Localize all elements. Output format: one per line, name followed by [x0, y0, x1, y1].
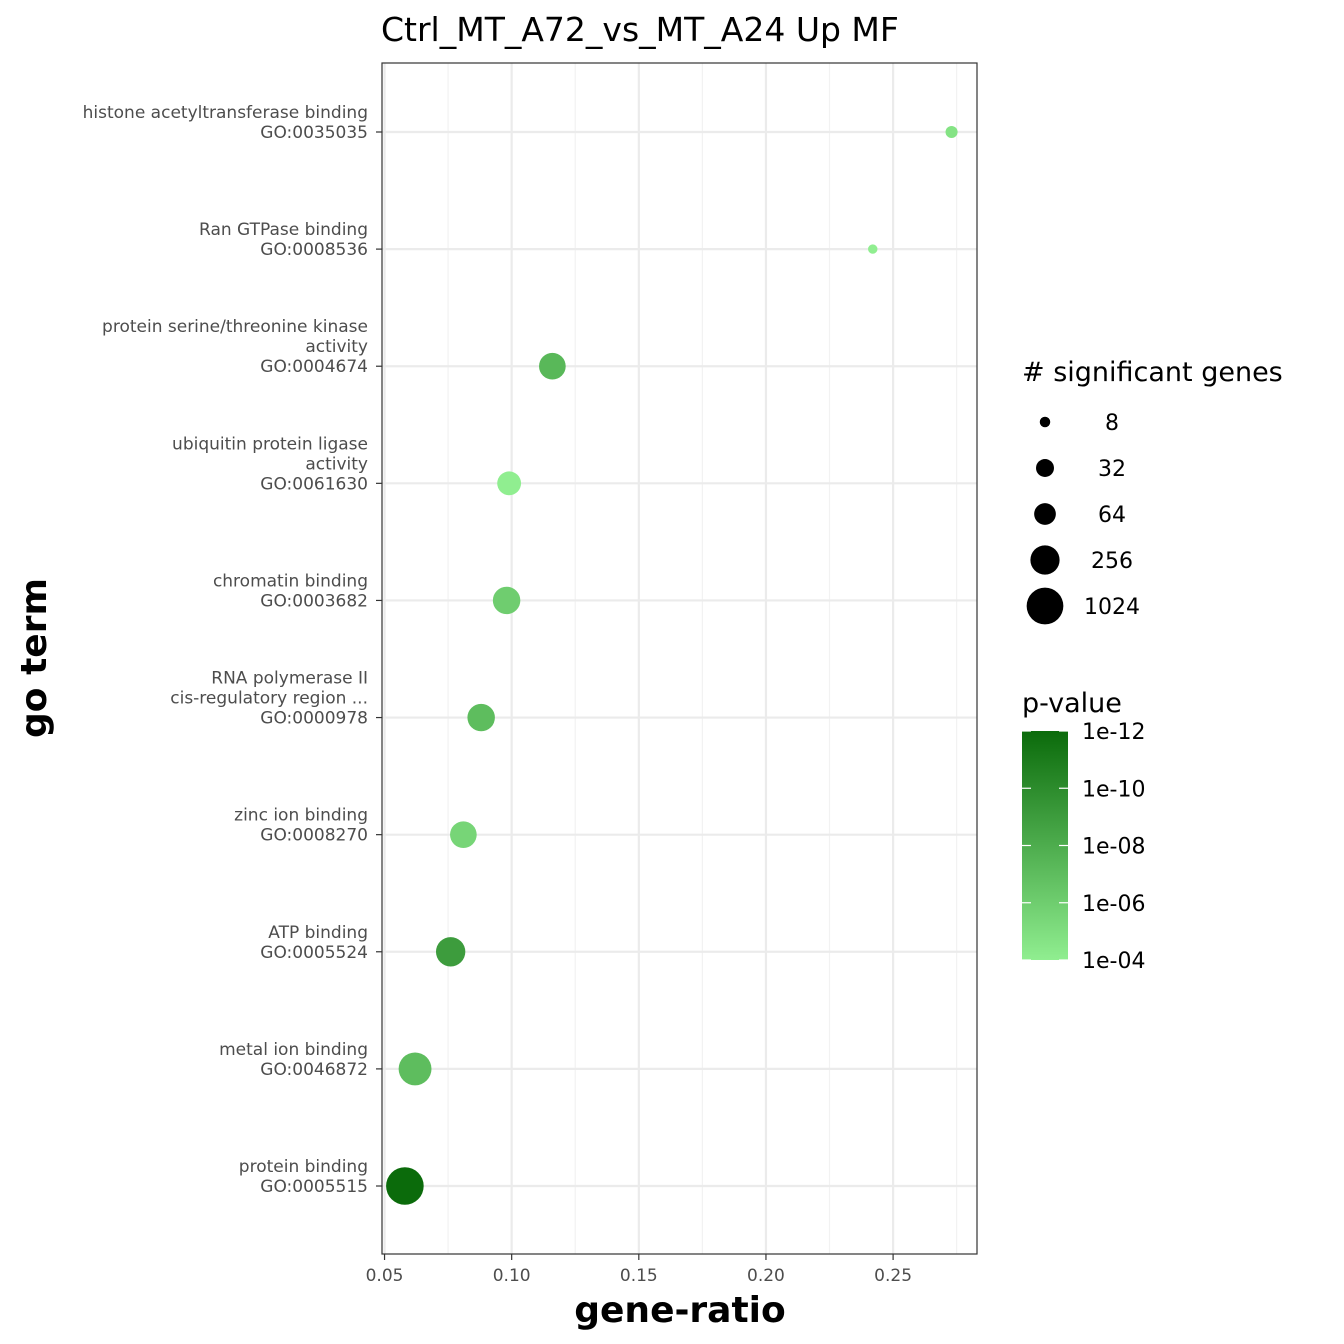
y-tick-label: protein binding — [239, 1157, 368, 1177]
size-legend: # significant genes 8 32 64 256 1024 — [1022, 357, 1283, 625]
y-tick-label: RNA polymerase II — [211, 669, 368, 689]
y-tick-label: ATP binding — [268, 923, 368, 943]
size-legend-title: # significant genes — [1022, 357, 1283, 388]
y-tick-label: ubiquitin protein ligase — [172, 434, 368, 454]
panel-background — [382, 63, 977, 1254]
color-legend-label: 1e-04 — [1082, 949, 1145, 974]
y-tick-label: GO:0003682 — [260, 591, 368, 611]
y-axis-title: go term — [14, 578, 55, 738]
x-tick-label: 0.10 — [493, 1266, 531, 1286]
size-legend-label: 32 — [1098, 457, 1126, 482]
plot-panel — [381, 62, 978, 1255]
size-legend-label: 64 — [1098, 503, 1126, 528]
data-point — [945, 125, 958, 139]
chart-title: Ctrl_MT_A72_vs_MT_A24 Up MF — [381, 10, 899, 49]
color-legend-title: p-value — [1022, 688, 1122, 719]
y-tick-label: activity — [305, 337, 368, 357]
y-tick-label: GO:0008536 — [260, 240, 368, 260]
data-points — [386, 125, 958, 1205]
y-tick-label: GO:0061630 — [260, 474, 368, 494]
color-legend-label: 1e-06 — [1082, 892, 1145, 917]
color-legend-label: 1e-10 — [1082, 777, 1145, 802]
y-tick-label: GO:0008270 — [260, 826, 368, 846]
size-legend-key — [1036, 459, 1054, 477]
y-tick-label: metal ion binding — [219, 1040, 368, 1060]
size-legend-key — [1034, 503, 1056, 525]
size-legend-label: 8 — [1105, 411, 1119, 436]
size-legend-label: 256 — [1091, 549, 1133, 574]
y-tick-label: zinc ion binding — [234, 806, 368, 826]
data-point — [497, 471, 522, 496]
y-tick-label: GO:0004674 — [260, 357, 368, 377]
y-tick-label: chromatin binding — [213, 571, 368, 591]
x-tick-label: 0.20 — [747, 1266, 785, 1286]
x-tick-label: 0.25 — [874, 1266, 912, 1286]
x-tick-label: 0.05 — [366, 1266, 404, 1286]
data-point — [492, 586, 521, 615]
minor-gridlines — [447, 63, 958, 1254]
data-point — [435, 937, 466, 967]
data-point — [398, 1052, 432, 1086]
size-legend-key — [1039, 416, 1051, 428]
y-tick-label: Ran GTPase binding — [199, 220, 368, 240]
y-tick-label: GO:0035035 — [260, 123, 368, 143]
y-tick-label: GO:0000978 — [260, 709, 368, 729]
y-tick-label: GO:0046872 — [260, 1060, 368, 1080]
data-point — [450, 821, 477, 849]
data-point — [467, 703, 495, 732]
size-legend-label: 1024 — [1084, 595, 1140, 620]
x-tick-label: 0.15 — [620, 1266, 658, 1286]
data-point — [539, 352, 566, 380]
x-axis: 0.05 0.10 0.15 0.20 0.25 — [366, 1254, 912, 1286]
major-gridlines-y — [382, 130, 977, 1188]
y-tick-label: cis-regulatory region ... — [170, 689, 368, 709]
y-axis: histone acetyltransferase bindingGO:0035… — [83, 103, 382, 1197]
color-legend-label: 1e-08 — [1082, 835, 1145, 860]
data-point — [386, 1167, 424, 1205]
size-legend-key — [1026, 587, 1064, 625]
color-legend-label: 1e-12 — [1082, 720, 1145, 745]
major-gridlines-x — [383, 63, 895, 1254]
y-tick-label: protein serine/threonine kinase — [102, 317, 368, 337]
y-tick-label: GO:0005515 — [260, 1177, 368, 1197]
y-tick-label: GO:0005524 — [260, 943, 368, 963]
y-tick-label: activity — [305, 454, 368, 474]
panel-border — [381, 62, 978, 1255]
data-point — [868, 244, 878, 254]
x-axis-title: gene-ratio — [574, 1290, 786, 1331]
y-tick-label: histone acetyltransferase binding — [83, 103, 368, 123]
size-legend-key — [1030, 545, 1060, 575]
color-legend: p-value 1e-12 1e-10 1e-08 1e-06 1e-04 — [1022, 688, 1145, 974]
